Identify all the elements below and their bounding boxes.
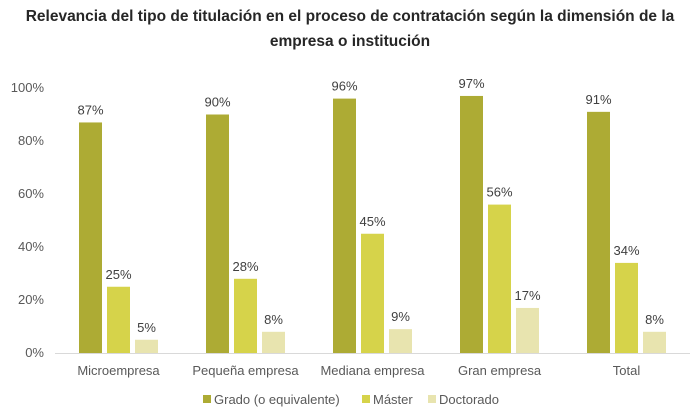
legend-swatch	[428, 395, 436, 403]
y-axis: 0% 20% 40% 60% 80% 100%	[11, 80, 45, 360]
bar-value-label: 97%	[458, 76, 484, 91]
legend-label: Grado (o equivalente)	[214, 392, 340, 407]
bar-value-label: 90%	[204, 95, 230, 110]
bar-value-label: 56%	[486, 185, 512, 200]
y-tick-label: 40%	[18, 239, 44, 254]
bar	[516, 307, 539, 353]
legend-label: Máster	[373, 392, 413, 407]
legend-swatch	[203, 395, 211, 403]
legend-swatch	[362, 395, 370, 403]
bar	[361, 233, 384, 353]
y-tick-label: 60%	[18, 186, 44, 201]
bar	[615, 262, 638, 353]
bar-value-label: 91%	[585, 92, 611, 107]
bar-value-label: 5%	[137, 320, 156, 335]
bar	[587, 111, 610, 353]
bar-value-label: 34%	[613, 243, 639, 258]
bar	[262, 331, 285, 353]
bar	[488, 204, 511, 353]
bar	[389, 329, 412, 353]
bar	[234, 278, 257, 353]
bar	[107, 286, 130, 353]
bar-value-label: 25%	[105, 267, 131, 282]
x-tick-label: Pequeña empresa	[192, 363, 299, 378]
y-tick-label: 0%	[25, 345, 44, 360]
bars: 87% 25% 5% 90% 28% 8% 96% 45% 9% 97% 56% 17% 91% 34% 8…	[77, 76, 666, 353]
bar	[643, 331, 666, 353]
bar-value-label: 96%	[331, 79, 357, 94]
chart-title-line-1: Relevancia del tipo de titulación en el …	[25, 8, 675, 25]
chart-title: Relevancia del tipo de titulación en el …	[0, 4, 700, 54]
x-tick-label: Gran empresa	[458, 363, 542, 378]
bar	[333, 98, 356, 353]
bar	[206, 114, 229, 353]
bar	[460, 95, 483, 353]
legend: Grado (o equivalente) Máster Doctorado	[203, 392, 499, 407]
y-tick-label: 80%	[18, 133, 44, 148]
chart-title-line-2: empresa o institución	[269, 33, 431, 50]
bar	[135, 339, 158, 353]
bar-value-label: 45%	[359, 214, 385, 229]
bar-value-label: 8%	[645, 312, 664, 327]
bar-value-label: 17%	[514, 288, 540, 303]
bar	[79, 122, 102, 353]
y-tick-label: 20%	[18, 292, 44, 307]
bar-value-label: 87%	[77, 102, 103, 117]
bar-value-label: 9%	[391, 309, 410, 324]
x-tick-label: Total	[613, 363, 641, 378]
legend-label: Doctorado	[439, 392, 499, 407]
x-tick-label: Microempresa	[77, 363, 160, 378]
x-axis: Microempresa Pequeña empresa Mediana empre…	[77, 363, 640, 378]
x-tick-label: Mediana empresa	[320, 363, 425, 378]
y-tick-label: 100%	[11, 80, 45, 95]
bar-value-label: 8%	[264, 312, 283, 327]
bar-value-label: 28%	[232, 259, 258, 274]
